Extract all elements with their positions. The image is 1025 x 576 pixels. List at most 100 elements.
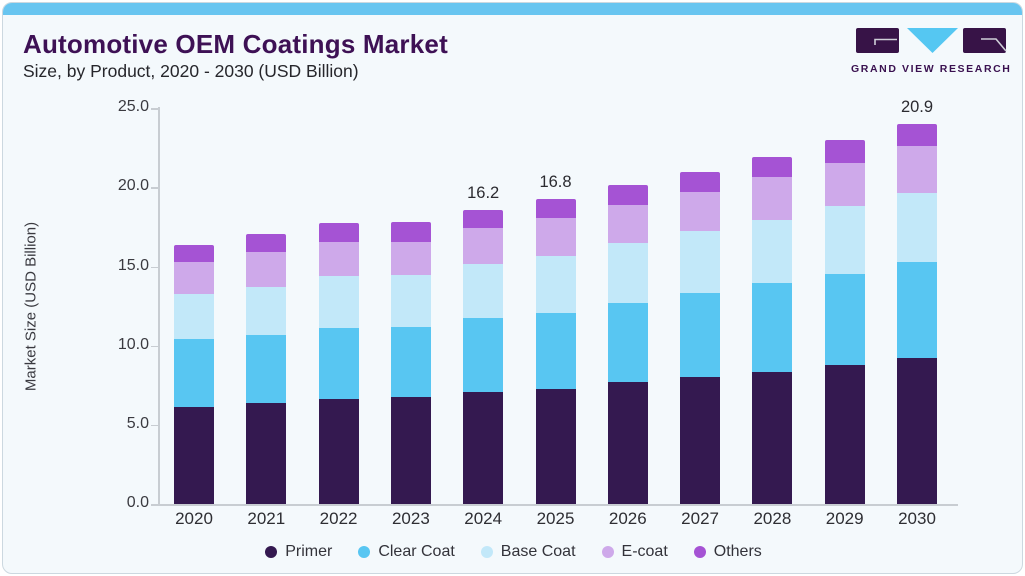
bar-value-label-2025: 16.8 bbox=[539, 172, 572, 191]
bar-segment-primer bbox=[897, 358, 937, 504]
y-tick-label: 0.0 bbox=[126, 494, 149, 511]
bar-value-label-2030: 20.9 bbox=[900, 98, 934, 117]
x-tick-label-2022: 2022 bbox=[319, 509, 358, 528]
bar-segment-e-coat bbox=[174, 262, 214, 294]
bar-segment-base-coat bbox=[318, 276, 359, 329]
y-axis-title: Market Size (USD Billion) bbox=[22, 221, 40, 392]
bar-segment-others bbox=[174, 244, 214, 263]
bar-segment-base-coat bbox=[680, 230, 721, 294]
bar-segment-base-coat bbox=[897, 192, 937, 263]
x-tick-label-2024: 2024 bbox=[464, 509, 503, 528]
x-tick-label-2028: 2028 bbox=[753, 509, 792, 528]
bar-segment-primer bbox=[318, 398, 359, 504]
y-tick-label: 20.0 bbox=[117, 177, 149, 195]
bar-segment-base-coat bbox=[174, 293, 214, 339]
bar-segment-e-coat bbox=[752, 176, 793, 220]
bar-segment-clear-coat bbox=[680, 293, 721, 378]
legend-item-others: Others bbox=[693, 543, 762, 561]
x-tick-label-2023: 2023 bbox=[391, 509, 430, 528]
y-tick-label: 15.0 bbox=[117, 256, 149, 274]
bar-segment-e-coat bbox=[246, 252, 287, 287]
bar-segment-primer bbox=[390, 397, 431, 504]
bar-segment-others bbox=[752, 156, 793, 177]
logo-r-glyph bbox=[981, 38, 1007, 52]
y-tick-label: 5.0 bbox=[126, 414, 149, 432]
bar-2028 bbox=[752, 156, 793, 504]
y-tick-mark bbox=[151, 187, 158, 189]
top-accent-strip bbox=[3, 3, 1022, 15]
bar-segment-others bbox=[318, 223, 359, 242]
x-tick-label-2025: 2025 bbox=[536, 509, 575, 528]
legend-item-base-coat: Base Coat bbox=[480, 543, 576, 561]
bar-segment-clear-coat bbox=[752, 283, 793, 372]
legend-marker-icon bbox=[358, 546, 371, 558]
bar-segment-e-coat bbox=[463, 227, 504, 264]
page-subtitle: Size, by Product, 2020 - 2030 (USD Billi… bbox=[23, 61, 359, 81]
bar-segment-clear-coat bbox=[390, 327, 431, 398]
y-tick-mark bbox=[151, 424, 158, 427]
legend-label: Base Coat bbox=[500, 543, 576, 560]
bar-segment-primer bbox=[535, 388, 576, 504]
x-tick-label-2029: 2029 bbox=[825, 509, 864, 528]
bar-segment-primer bbox=[752, 371, 793, 504]
bar-segment-base-coat bbox=[246, 286, 287, 335]
y-axis-line bbox=[158, 107, 160, 505]
bar-segment-primer bbox=[607, 382, 648, 504]
chart-legend: Primer Clear Coat Base Coat E-coat Others bbox=[3, 540, 1022, 564]
bar-segment-others bbox=[463, 209, 504, 228]
gvr-logo-marks bbox=[856, 28, 1007, 53]
legend-marker-icon bbox=[693, 546, 706, 558]
bar-segment-e-coat bbox=[824, 163, 865, 207]
bar-2027 bbox=[680, 171, 721, 504]
logo-g-glyph bbox=[874, 38, 897, 45]
bar-segment-clear-coat bbox=[246, 334, 287, 404]
x-tick-label-2020: 2020 bbox=[175, 509, 213, 528]
legend-item-clear-coat: Clear Coat bbox=[358, 543, 455, 561]
bar-segment-others bbox=[535, 198, 576, 218]
bar-2026 bbox=[607, 184, 648, 504]
bar-segment-e-coat bbox=[607, 204, 648, 244]
bar-2029 bbox=[824, 140, 865, 504]
x-tick-label-2026: 2026 bbox=[608, 509, 647, 528]
bar-segment-clear-coat bbox=[174, 338, 214, 407]
bar-segment-base-coat bbox=[752, 219, 793, 284]
bar-segment-base-coat bbox=[390, 275, 431, 328]
bar-segment-clear-coat bbox=[607, 303, 648, 383]
bar-segment-others bbox=[824, 140, 865, 164]
bar-segment-base-coat bbox=[463, 263, 504, 318]
y-tick-label: 10.0 bbox=[117, 335, 149, 353]
bar-segment-clear-coat bbox=[463, 317, 504, 393]
legend-label: Clear Coat bbox=[378, 543, 455, 560]
logo-r-block bbox=[963, 28, 1006, 53]
bar-segment-clear-coat bbox=[535, 312, 576, 389]
bar-2030 bbox=[897, 124, 937, 504]
bar-segment-base-coat bbox=[607, 243, 648, 304]
legend-item-primer: Primer bbox=[265, 543, 332, 561]
bar-segment-clear-coat bbox=[897, 262, 937, 359]
y-tick-mark bbox=[151, 345, 158, 348]
legend-label: Others bbox=[713, 543, 762, 560]
bar-segment-others bbox=[390, 222, 431, 242]
bar-2022 bbox=[318, 223, 359, 504]
bar-value-label-2024: 16.2 bbox=[467, 183, 500, 202]
bar-2025 bbox=[535, 198, 576, 504]
bar-segment-clear-coat bbox=[318, 328, 359, 399]
bar-segment-primer bbox=[463, 392, 504, 504]
legend-label: E-coat bbox=[621, 543, 668, 560]
x-axis-line bbox=[158, 504, 958, 506]
bar-segment-base-coat bbox=[535, 256, 576, 313]
x-tick-label-2030: 2030 bbox=[898, 509, 936, 528]
x-tick-label-2027: 2027 bbox=[681, 509, 719, 528]
bar-2021 bbox=[246, 233, 287, 504]
bar-segment-primer bbox=[174, 406, 214, 504]
bar-segment-others bbox=[680, 171, 721, 192]
legend-marker-icon bbox=[601, 546, 614, 558]
bar-segment-base-coat bbox=[824, 206, 865, 274]
bar-segment-others bbox=[607, 184, 648, 205]
legend-marker-icon bbox=[480, 546, 493, 558]
bar-segment-others bbox=[897, 124, 937, 146]
bar-segment-e-coat bbox=[535, 217, 576, 257]
bar-segment-e-coat bbox=[897, 145, 937, 193]
